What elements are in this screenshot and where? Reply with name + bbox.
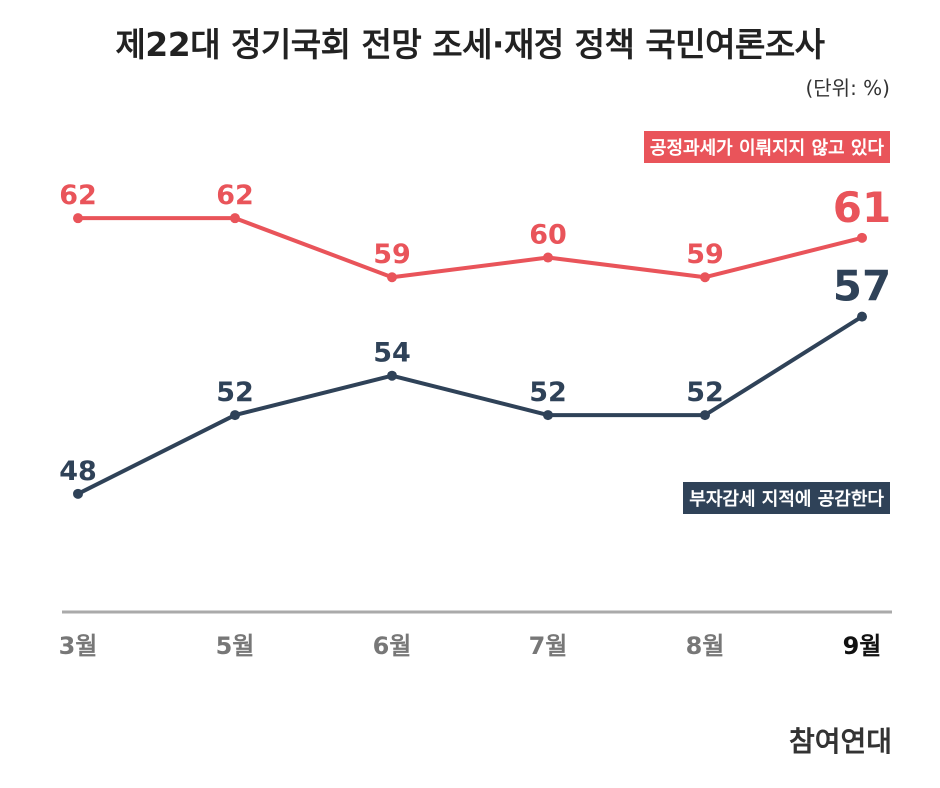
data-label-fair-tax: 59 [686,239,724,270]
series-line-wealth-tax-cut [77,314,864,496]
data-label-wealth-tax-cut: 48 [59,456,97,487]
data-point-fair-tax [543,252,553,263]
data-point-wealth-tax-cut [73,488,83,499]
x-tick-label: 6월 [373,632,412,660]
x-tick-label: 5월 [216,632,255,660]
data-point-fair-tax [387,272,397,283]
data-point-fair-tax [700,272,710,283]
x-tick-label: 3월 [59,632,98,660]
data-point-fair-tax [857,232,867,243]
data-point-wealth-tax-cut [700,410,710,421]
data-label-fair-tax: 62 [59,180,97,211]
data-point-wealth-tax-cut [543,410,553,421]
data-point-fair-tax [230,213,240,224]
legend-series-wealth-tax-cut: 부자감세 지적에 공감한다 [683,482,890,514]
data-point-wealth-tax-cut [230,410,240,421]
data-label-wealth-tax-cut: 54 [373,338,411,369]
series-line-fair-tax [78,216,863,280]
data-label-wealth-tax-cut: 52 [529,377,567,408]
data-label-fair-tax: 61 [833,183,891,232]
data-point-wealth-tax-cut [387,370,397,381]
chart-title: 제22대 정기국회 전망 조세·재정 정책 국민여론조사 [115,25,825,64]
data-label-wealth-tax-cut: 57 [833,262,891,311]
data-point-fair-tax [73,213,83,224]
data-label-fair-tax: 62 [216,180,254,211]
data-label-wealth-tax-cut: 52 [216,377,254,408]
unit-label: (단위: %) [805,76,890,100]
data-label-fair-tax: 60 [529,220,567,251]
brand-logo-text: 참여연대 [788,725,892,758]
data-label-fair-tax: 59 [373,239,411,270]
legend-series-fair-tax: 공정과세가 이뤄지지 않고 있다 [643,131,890,163]
x-tick-label: 8월 [686,632,725,660]
data-label-wealth-tax-cut: 52 [686,377,724,408]
x-tick-label: 7월 [529,632,568,660]
data-point-wealth-tax-cut [857,311,867,322]
x-tick-label: 9월 [843,632,882,660]
